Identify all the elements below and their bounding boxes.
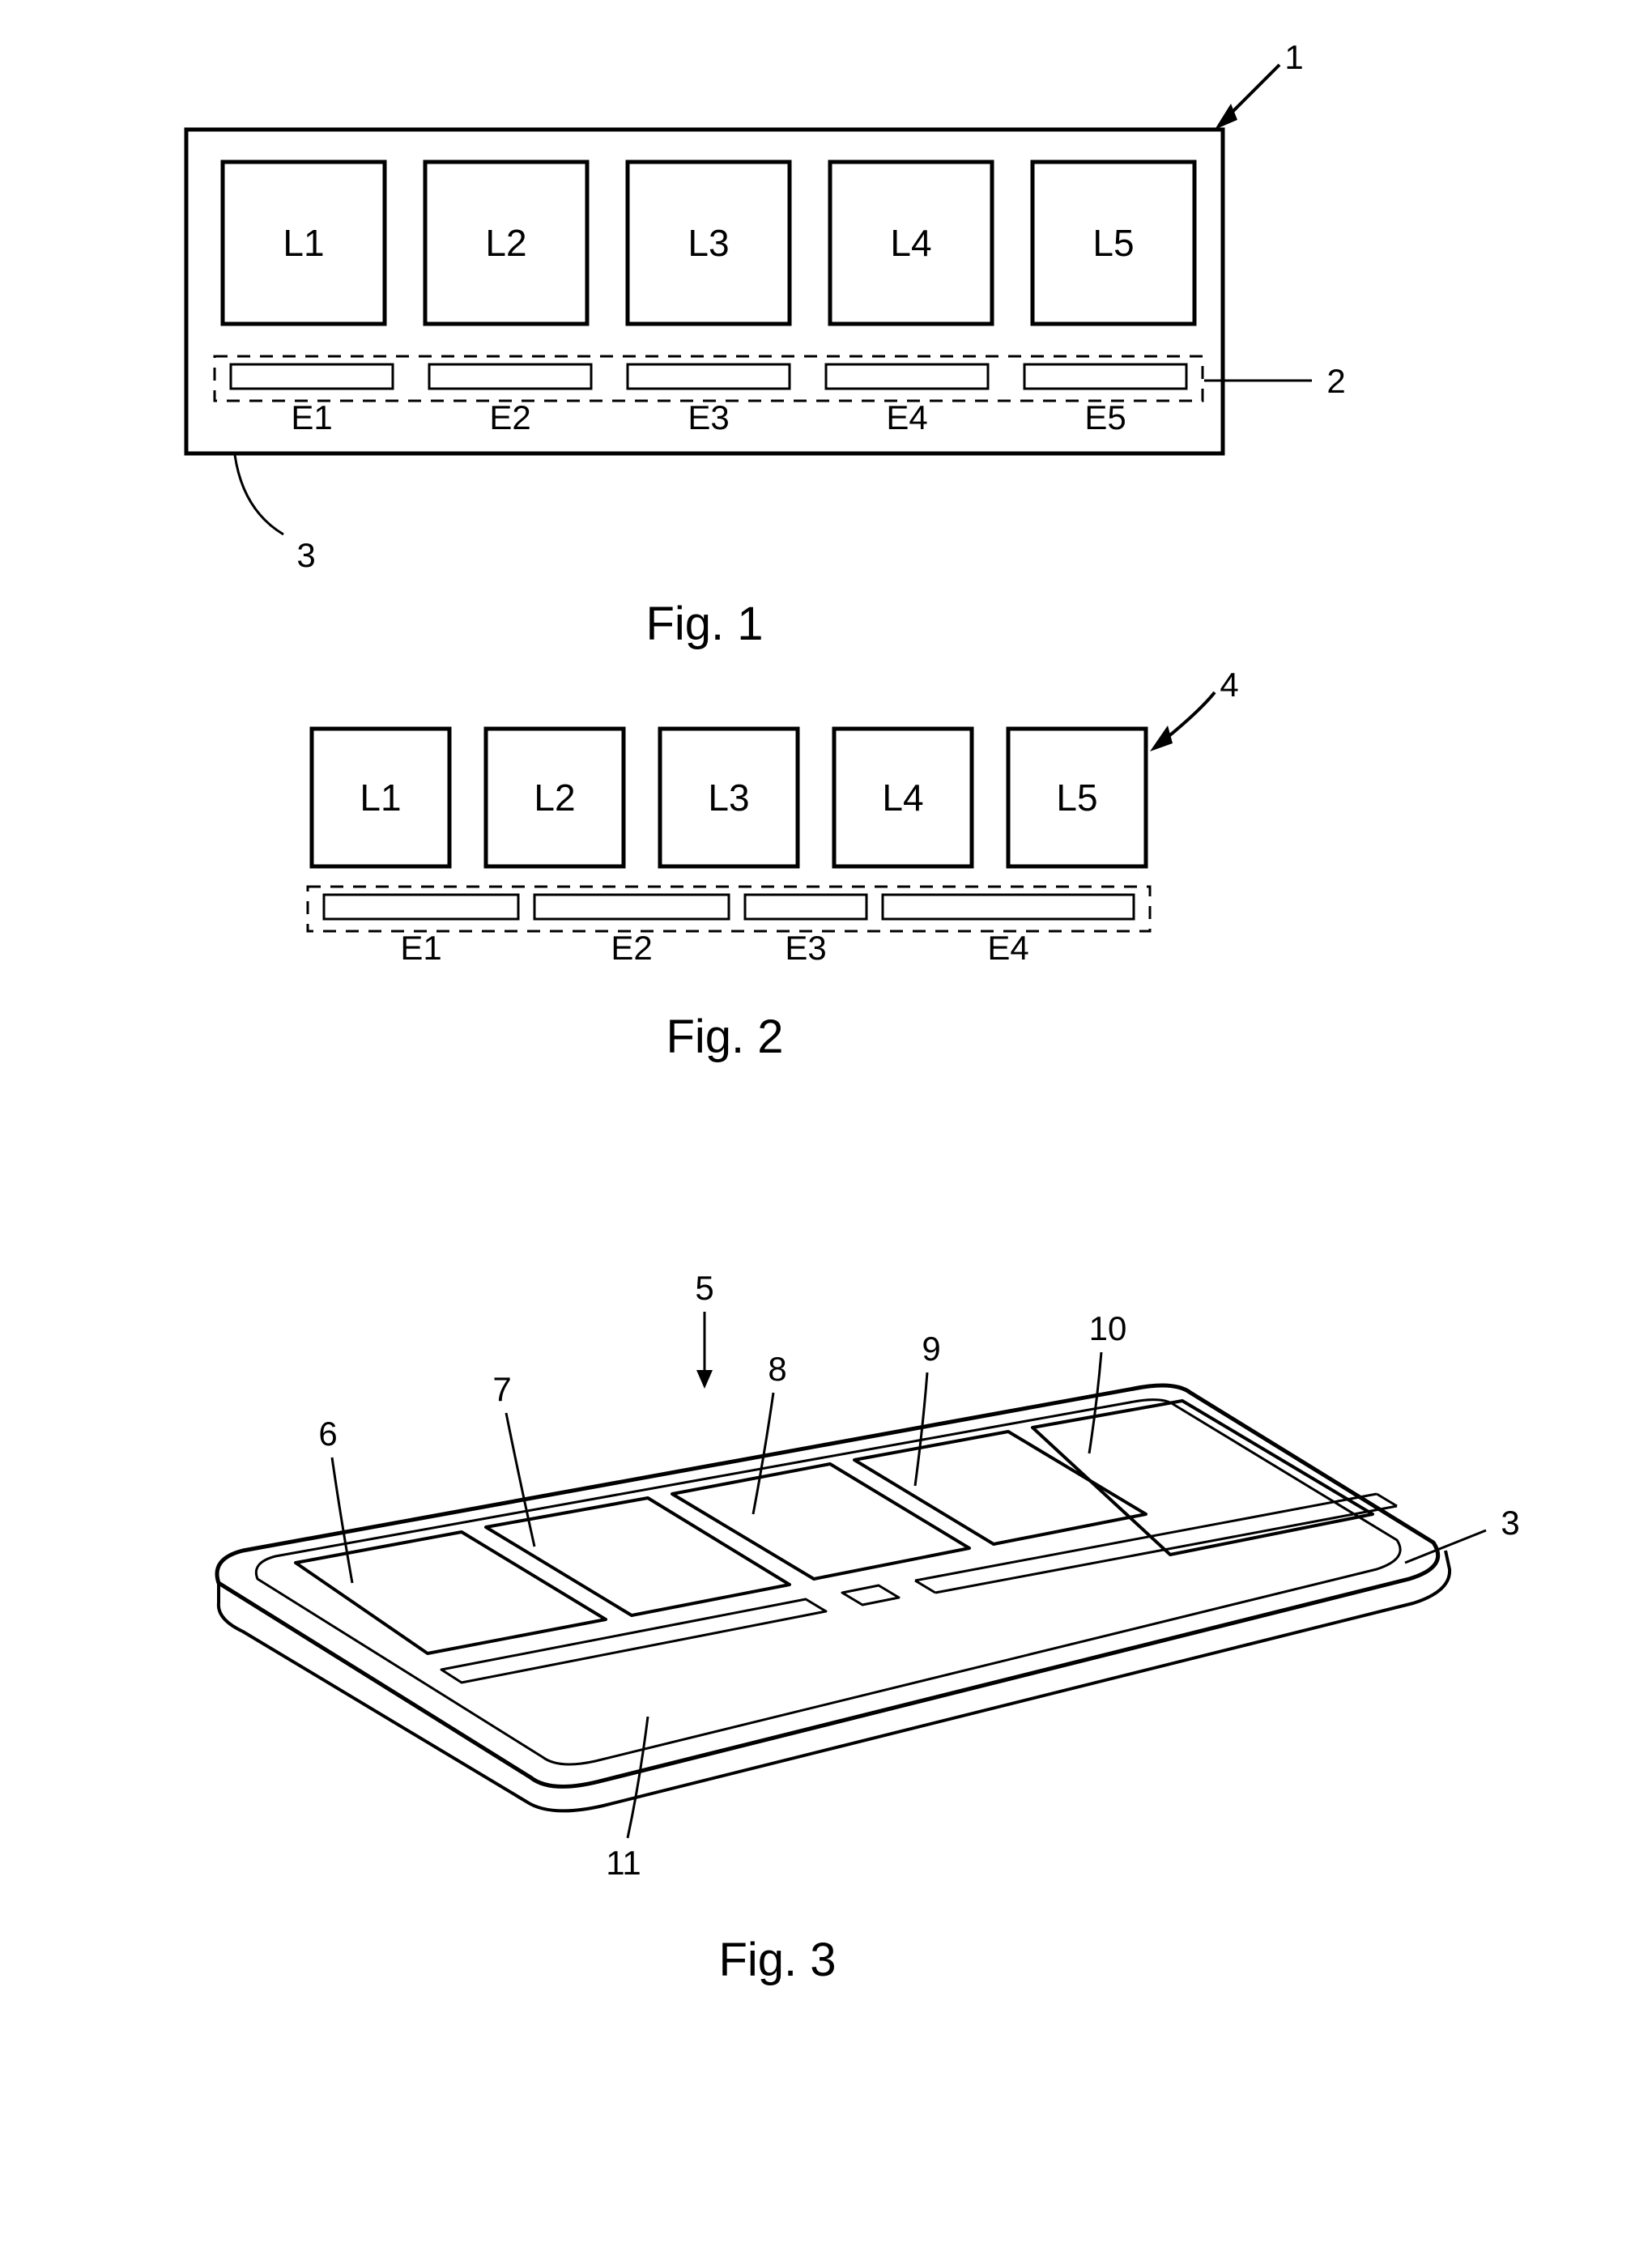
fig2-electrode xyxy=(534,895,729,919)
fig3-label-10: 10 xyxy=(1089,1309,1127,1347)
fig2-electrode-label: E1 xyxy=(400,929,441,967)
fig1-electrode-label: E1 xyxy=(291,398,332,436)
diagram-svg: 1 L1L2L3L4L5 E1E2E3E4E5 2 3 Fig. 1 4 L1L… xyxy=(0,0,1635,2264)
fig3-label-7: 7 xyxy=(492,1370,511,1408)
fig2-electrode-label: E4 xyxy=(987,929,1028,967)
fig2-electrode-label: E2 xyxy=(611,929,652,967)
fig1-square-label: L1 xyxy=(283,222,324,264)
fig1-electrode xyxy=(826,364,988,389)
fig2-squares: L1 L2 L3 L4 L5 xyxy=(312,729,1146,866)
fig2-electrode-label: E3 xyxy=(785,929,826,967)
fig1-electrode xyxy=(628,364,790,389)
fig3-label-6: 6 xyxy=(318,1415,337,1453)
fig2-ref-arrow: 4 xyxy=(1150,666,1239,751)
fig3-label-3: 3 xyxy=(1501,1504,1519,1542)
fig2-electrode xyxy=(883,895,1134,919)
fig2-square-label: L3 xyxy=(708,777,749,819)
fig1-ref-arrow: 1 xyxy=(1215,38,1304,130)
fig1-label-3: 3 xyxy=(296,536,315,574)
fig2-electrode xyxy=(745,895,866,919)
fig1: 1 L1 L2 L3 L4 L5 E1 E2 E3 E4 E5 2 3 Fig. 1 xyxy=(186,38,1346,650)
fig2: 4 L1 L2 L3 L4 L5 E1 E2 E3 E4 Fig. 2 xyxy=(308,666,1239,1063)
fig3: 5 6 7 8 9 10 3 11 Fig. 3 xyxy=(217,1269,1520,1986)
fig1-label-2: 2 xyxy=(1326,362,1345,400)
page: 1 L1L2L3L4L5 E1E2E3E4E5 2 3 Fig. 1 4 L1L… xyxy=(0,0,1635,2264)
fig2-ref-label: 4 xyxy=(1220,666,1238,704)
fig2-square-label: L4 xyxy=(882,777,923,819)
fig1-square-label: L5 xyxy=(1092,222,1134,264)
fig1-squares: L1 L2 L3 L4 L5 xyxy=(223,162,1194,324)
fig3-label-9: 9 xyxy=(922,1330,940,1368)
fig2-caption: Fig. 2 xyxy=(666,1011,783,1063)
fig1-electrode-label: E4 xyxy=(886,398,927,436)
fig2-square-label: L5 xyxy=(1056,777,1097,819)
fig2-square-label: L2 xyxy=(534,777,575,819)
fig1-square-label: L4 xyxy=(890,222,931,264)
fig3-label-5: 5 xyxy=(695,1269,713,1307)
fig2-square-label: L1 xyxy=(360,777,401,819)
fig1-electrode-label: E2 xyxy=(489,398,530,436)
fig1-caption: Fig. 1 xyxy=(645,598,763,650)
fig3-label-8: 8 xyxy=(768,1350,786,1388)
fig2-electrode xyxy=(324,895,518,919)
fig3-device xyxy=(217,1385,1450,1811)
fig1-square-label: L3 xyxy=(688,222,729,264)
fig1-electrode-label: E5 xyxy=(1084,398,1126,436)
fig1-leader-2: 2 xyxy=(1204,362,1346,400)
fig3-caption: Fig. 3 xyxy=(718,1934,836,1986)
fig1-electrode xyxy=(1024,364,1186,389)
fig1-electrode-label: E3 xyxy=(688,398,729,436)
fig1-ref-label: 1 xyxy=(1284,38,1303,76)
fig1-square-label: L2 xyxy=(485,222,526,264)
fig1-electrode xyxy=(231,364,393,389)
fig1-leader-3: 3 xyxy=(235,455,316,574)
fig1-dash xyxy=(215,356,1203,401)
fig3-label-11: 11 xyxy=(606,1844,641,1882)
fig1-electrode xyxy=(429,364,591,389)
